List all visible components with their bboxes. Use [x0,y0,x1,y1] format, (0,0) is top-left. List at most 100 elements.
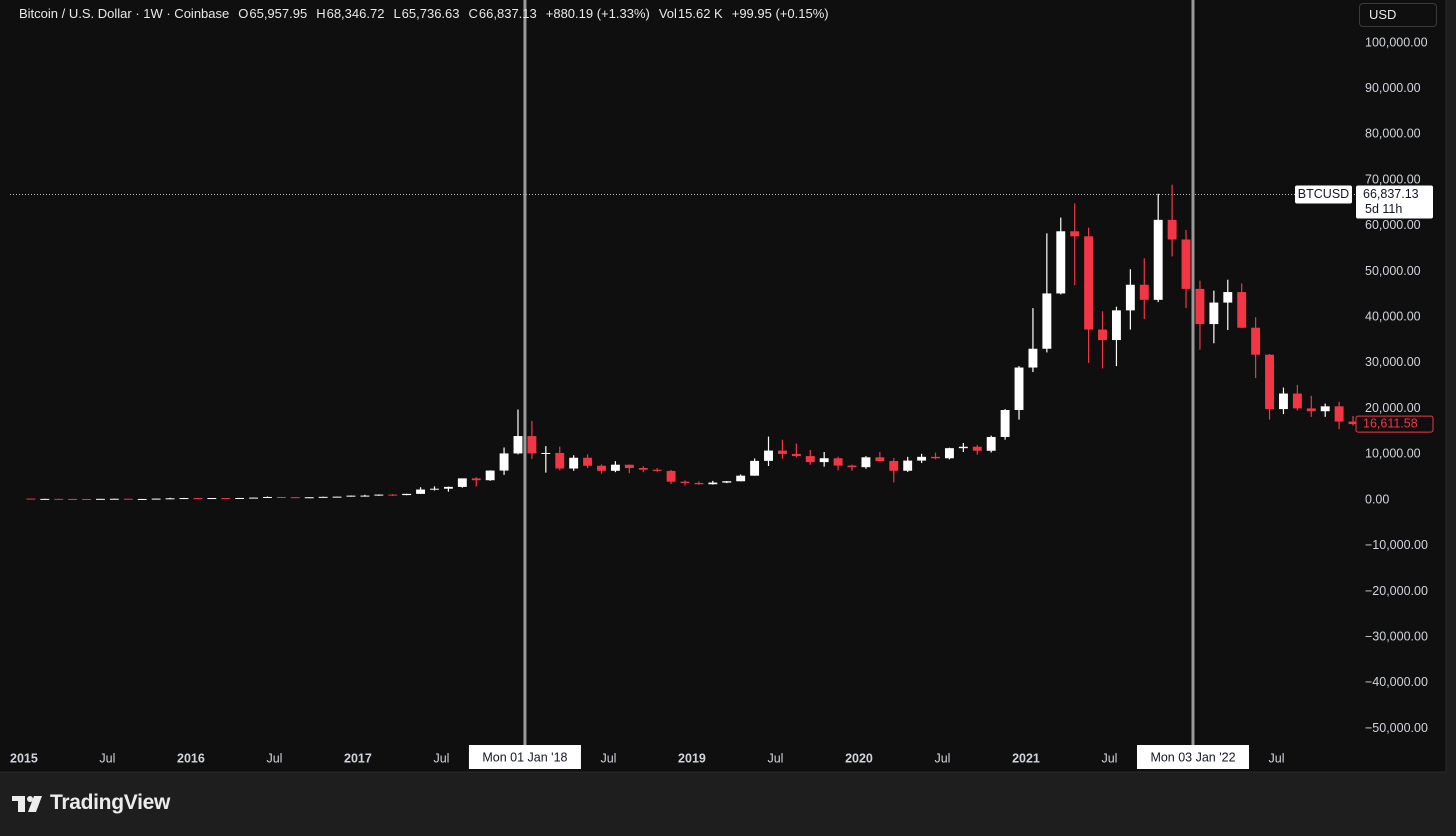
x-tick-label: Jul [99,751,115,765]
candle-body [889,461,899,471]
ohlc-value: 65,736.63 [401,6,460,21]
candle-body [165,498,175,500]
candle-body [207,498,217,500]
candle-body [958,446,968,449]
candle-body [1320,406,1330,412]
candle-body [917,456,927,461]
candle-body [193,498,203,500]
candle-body [944,448,954,459]
candle-body [151,498,161,500]
candle-body [1223,292,1233,303]
ohlc-item: O65,957.95 [238,6,307,21]
candle-body [694,482,704,485]
ohlc-key: L [393,6,401,21]
currency-button[interactable]: USD [1359,3,1437,27]
candle-body [1139,284,1149,300]
x-tick-label: Jul [1269,751,1285,765]
candle-body [708,482,718,485]
candle-body [1153,219,1163,300]
y-tick-label: 10,000.00 [1365,447,1421,461]
legend: Bitcoin / U.S. Dollar · 1W · Coinbase O6… [19,6,829,21]
candle-body [96,498,105,500]
candle-body [777,450,787,454]
candle-body [666,470,676,482]
candle-body [304,497,314,499]
candle-body [346,495,356,497]
candle-body [1014,367,1024,410]
volume-key: Vol [658,6,677,21]
candle-body [26,498,36,500]
candle-body [179,498,189,500]
candle-body [722,481,732,483]
candle-body [527,436,537,454]
y-tick-label: 70,000.00 [1365,172,1421,186]
candle-body [1348,421,1358,425]
candle-body [1195,288,1205,325]
ohlc: O65,957.95 H68,346.72 L65,736.63 C66,837.13 [238,6,537,21]
candle-body [583,457,593,466]
candle-body [764,450,773,461]
volume: Vol15.62 K [659,6,723,21]
candle-body [1042,293,1052,349]
y-tick-label: 60,000.00 [1365,218,1421,232]
candle-body [332,496,342,498]
crosshair-label: Mon 03 Jan '22 [1150,750,1235,764]
x-tick-label: Jul [1101,751,1117,765]
candle-body [123,498,133,500]
candle-body [1251,327,1261,355]
candle-body [569,457,579,469]
candle-body [931,456,940,459]
candle-body [1306,408,1316,412]
x-tick-label: Jul [934,751,950,765]
plot: −50,000.00 −40,000.00 −30,000.00 −20,000.00… [10,0,1434,769]
x-tick-label: 2019 [678,751,706,765]
y-tick-label: 20,000.00 [1365,401,1421,415]
volume-change: +99.95 (+0.15%) [731,6,829,21]
candle-body [597,465,606,471]
candle-body [221,498,231,500]
price-name-box [1295,185,1352,204]
y-tick-label: 30,000.00 [1365,355,1421,369]
candle-body [986,436,996,451]
symbol: Bitcoin / U.S. Dollar · 1W · Coinbase [19,6,230,21]
candle-body [833,458,843,466]
y-tick-label: 90,000.00 [1365,81,1421,95]
candle-body [318,496,328,498]
y-tick-label: 80,000.00 [1365,127,1421,141]
y-tick-label: −50,000.00 [1365,721,1428,735]
candle-body [485,470,495,481]
ohlc-value: 68,346.72 [326,6,385,21]
candle-body [137,498,147,500]
brand: TradingView [50,791,171,814]
candle-body [1111,310,1121,341]
candle-body [1265,354,1274,410]
candle-body [736,475,746,482]
crosshair-label-box [1136,745,1249,769]
candle-body [457,478,467,487]
candle-body [109,498,119,500]
candle-body [875,457,885,462]
change: +880.19 (+1.33%) [545,6,650,21]
crosshair-label-box [468,745,581,769]
candle-body [235,497,245,499]
candle-body [610,464,620,471]
candle-body [847,465,857,468]
ohlc-key: C [468,6,478,21]
candle-body [972,446,982,451]
ohlc-key: H [316,6,326,21]
candle-body [1181,239,1191,289]
candle-body [638,467,648,470]
ohlc-item: C66,837.13 [469,6,537,21]
y-tick-label: −20,000.00 [1365,584,1428,598]
candle-body [290,497,300,499]
candle-body [652,469,662,471]
candle-body [1167,219,1177,240]
candle-body [1084,236,1094,330]
x-tick-label: Jul [600,751,616,765]
tradingview-logo [12,796,42,812]
candle-body [388,494,398,496]
candle-body [1125,284,1135,311]
x-tick-label: Jul [266,751,282,765]
